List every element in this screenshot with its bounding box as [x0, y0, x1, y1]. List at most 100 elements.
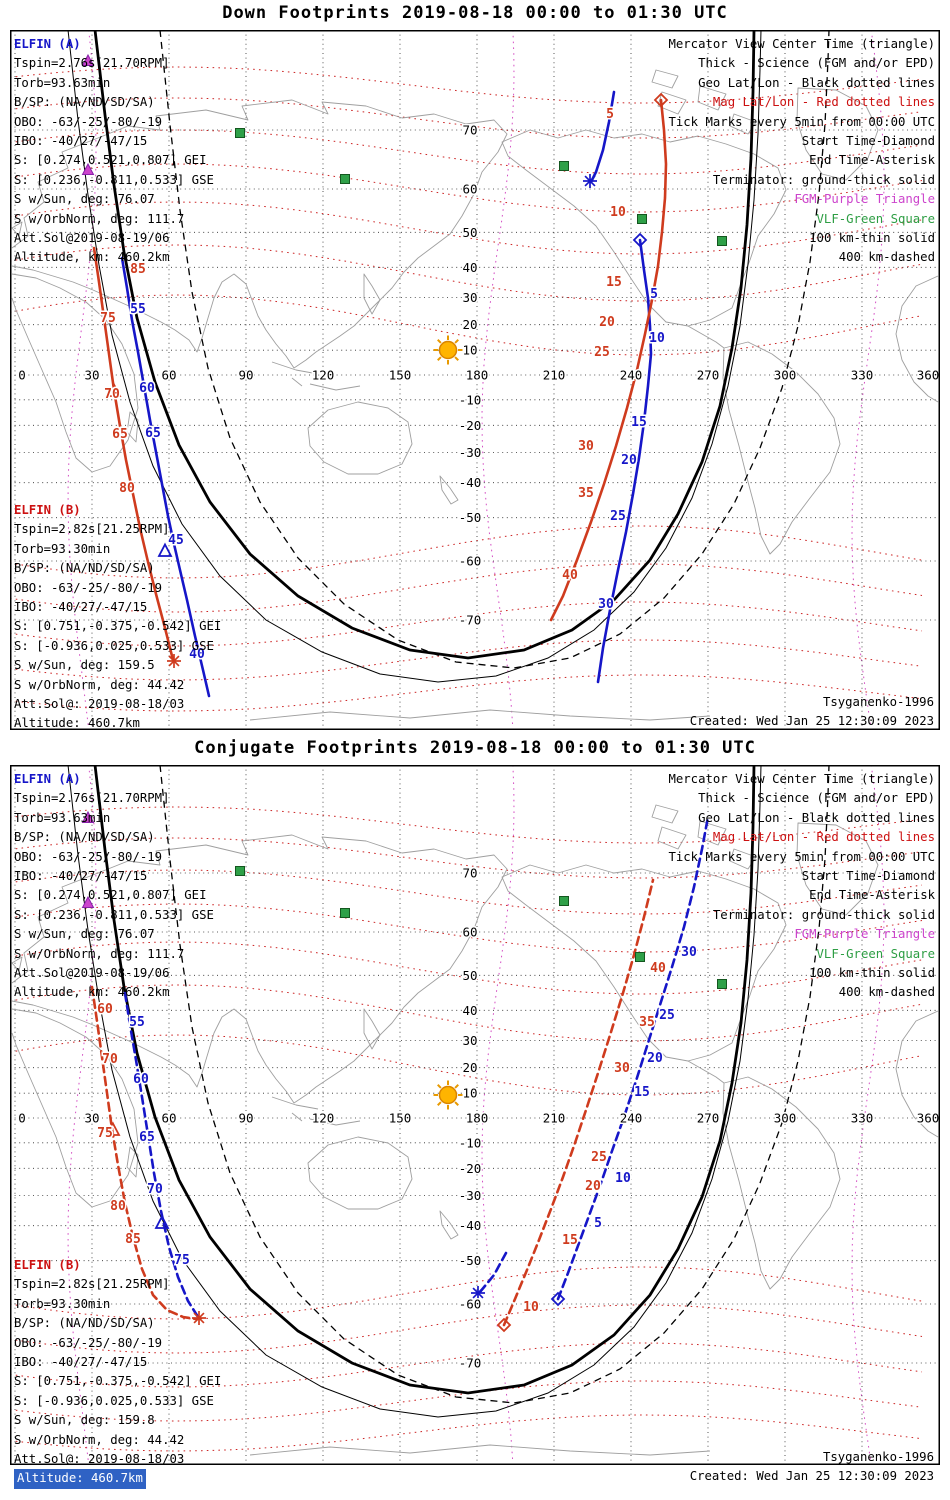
text-line: S: [-0.936,0.025,0.533] GSE	[14, 1393, 214, 1408]
terminator-400km	[159, 30, 830, 669]
mag-latitude-line	[10, 563, 923, 613]
minute-tick-label: 10	[615, 1171, 631, 1186]
coastline	[729, 113, 757, 135]
text-line: S: [0.274,0.521,0.807] GEI	[14, 153, 207, 168]
start-time-diamond	[653, 92, 669, 108]
text-line: S: [0.236,-0.811,0.533] GSE	[14, 907, 214, 922]
text-line: Att.Sol@: 2019-08-18/03	[14, 1452, 185, 1467]
minute-tick-label: 10	[523, 1300, 539, 1315]
text-line: Torb=93.63min	[14, 810, 111, 825]
text-line: Geo Lat/Lon - Black dotted lines	[698, 810, 935, 825]
minute-tick-label: 20	[621, 453, 637, 468]
minute-tick-label: 55	[130, 302, 146, 317]
text-line: Altitude: 460.7km	[14, 716, 140, 731]
plot-border	[10, 30, 940, 730]
coastline	[687, 1060, 725, 1084]
lat-axis-label: 60	[462, 925, 477, 940]
coastline	[501, 864, 787, 1062]
minute-tick-label: 35	[639, 1015, 655, 1030]
coastline	[309, 1118, 361, 1126]
coastline	[291, 377, 303, 387]
track-ELFIN-A	[123, 991, 200, 1319]
text-line: 400 km-dashed	[838, 250, 935, 265]
elfin-b-info-conjugate: ELFIN (B) Tspin=2.82s[21.25RPM] Torb=93.30…	[14, 1256, 221, 1489]
center-time-triangle	[106, 382, 122, 397]
down-footprints-map: 5 10 15 20 25 30 40 45 55 60 65 5 10 15 20 25 30 35 40 85 75…	[10, 30, 940, 730]
track-ELFIN-B	[549, 98, 668, 622]
minute-tick-label: 40	[650, 961, 666, 976]
sun-symbol	[438, 340, 458, 360]
coastline	[722, 341, 841, 555]
coastline	[439, 475, 459, 505]
fgm-station-triangle	[81, 895, 95, 908]
text-line: IBO: -40/27/-47/15	[14, 869, 148, 884]
coastline	[11, 99, 508, 369]
lon-axis-label: 210	[543, 368, 566, 383]
coastline	[697, 85, 727, 111]
text-line: ELFIN (B)	[14, 1258, 81, 1272]
minute-tick-label: 65	[112, 427, 128, 442]
lat-axis-label: -10	[459, 392, 482, 407]
lon-axis-label: 300	[774, 368, 797, 383]
minute-tick-label: 25	[591, 1150, 607, 1165]
text-line: S w/Sun, deg: 159.5	[14, 658, 155, 673]
model-name: Tsyganenko-1996	[822, 1450, 934, 1464]
lat-axis-label: 70	[462, 865, 477, 880]
lat-axis-label: -50	[459, 510, 482, 525]
coastline	[722, 1076, 841, 1290]
vlf-station-square	[235, 866, 245, 876]
mag-latitude-line	[10, 201, 923, 255]
end-time-asterisk	[472, 1287, 484, 1299]
text-line: Terminator: ground-thick solid	[712, 172, 935, 187]
mag-latitude-line	[10, 1034, 923, 1096]
text-line: B/SP: (NA/ND/SD/SA)	[14, 561, 155, 576]
text-line: Altitude, km: 460.2km	[14, 250, 170, 265]
mag-longitude-line	[851, 765, 885, 1462]
lat-axis-label: 70	[462, 122, 477, 137]
lon-axis-label: 330	[851, 368, 874, 383]
center-time-triangle	[105, 1121, 121, 1136]
text-line: Thick - Science (FGM and/or EPD)	[698, 791, 935, 806]
text-line: IBO: -40/27/-47/15	[14, 134, 148, 149]
text-line: IBO: -40/27/-47/15	[14, 1355, 148, 1370]
track-ELFIN-A	[596, 238, 653, 684]
minute-tick-label: 85	[125, 1232, 141, 1247]
fgm-station-triangle	[81, 810, 95, 823]
mag-latitude-line	[10, 1342, 923, 1388]
lon-axis-label: 240	[620, 1111, 643, 1126]
mag-longitude-line	[481, 765, 515, 1462]
lon-axis-label: 240	[620, 368, 643, 383]
text-line: ELFIN (A)	[14, 37, 81, 51]
coastline	[501, 129, 787, 327]
terminator-ground	[93, 30, 756, 660]
coastline	[895, 1010, 939, 1138]
down-footprints-plot: 5 10 15 20 25 30 40 45 55 60 65 5 10 15 20 25 30 35 40 85 75…	[10, 30, 940, 730]
text-line: Tspin=2.82s[21.25RPM]	[14, 522, 170, 537]
text-line: Start Time-Diamond	[801, 869, 935, 884]
lon-axis-label: 150	[389, 368, 412, 383]
minute-tick-label: 85	[130, 262, 146, 277]
text-line: ELFIN (B)	[14, 503, 81, 517]
minute-tick-label: 5	[594, 1216, 602, 1231]
text-line: S w/OrbNorm, deg: 44.42	[14, 677, 185, 692]
coastline	[11, 956, 23, 972]
coastline	[687, 325, 725, 349]
mag-latitude-line	[10, 601, 923, 647]
coastline	[249, 709, 711, 721]
text-line: S w/Sun, deg: 159.8	[14, 1413, 155, 1428]
lat-axis-label: -40	[459, 475, 482, 490]
lat-axis-label: -70	[459, 1356, 482, 1371]
text-line: Torb=93.30min	[14, 1296, 111, 1311]
mag-latitude-line	[10, 869, 923, 915]
lat-axis-label: -10	[459, 1135, 482, 1150]
text-line: Tspin=2.82s[21.25RPM]	[14, 1277, 170, 1292]
vlf-station-square	[559, 161, 569, 171]
coastline	[796, 822, 879, 916]
lat-axis-label: 20	[462, 1060, 477, 1075]
minute-tick-label: 10	[649, 331, 665, 346]
lon-axis-label: 150	[389, 1111, 412, 1126]
text-line: Mag Lat/Lon - Red dotted lines	[712, 95, 935, 110]
text-line: Torb=93.30min	[14, 541, 111, 556]
lat-axis-label: -30	[459, 445, 482, 460]
mag-latitude-line	[10, 129, 923, 175]
